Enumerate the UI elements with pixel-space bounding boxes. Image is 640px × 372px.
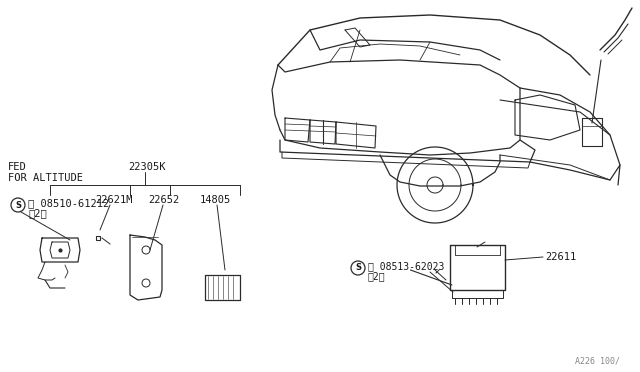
Text: FED: FED <box>8 162 27 172</box>
Text: 22652: 22652 <box>148 195 179 205</box>
Text: （2）: （2） <box>368 271 386 281</box>
Text: S: S <box>15 201 21 209</box>
Text: 22621M: 22621M <box>95 195 132 205</box>
Text: Ⓢ 08513-62023: Ⓢ 08513-62023 <box>368 261 444 271</box>
Text: 22305K: 22305K <box>128 162 166 172</box>
Text: （2）: （2） <box>28 208 47 218</box>
Text: A226 100/: A226 100/ <box>575 356 620 365</box>
Text: FOR ALTITUDE: FOR ALTITUDE <box>8 173 83 183</box>
Text: 22611: 22611 <box>545 252 576 262</box>
Text: Ⓢ 08510-61212: Ⓢ 08510-61212 <box>28 198 109 208</box>
Text: S: S <box>355 263 361 273</box>
Text: 14805: 14805 <box>200 195 231 205</box>
